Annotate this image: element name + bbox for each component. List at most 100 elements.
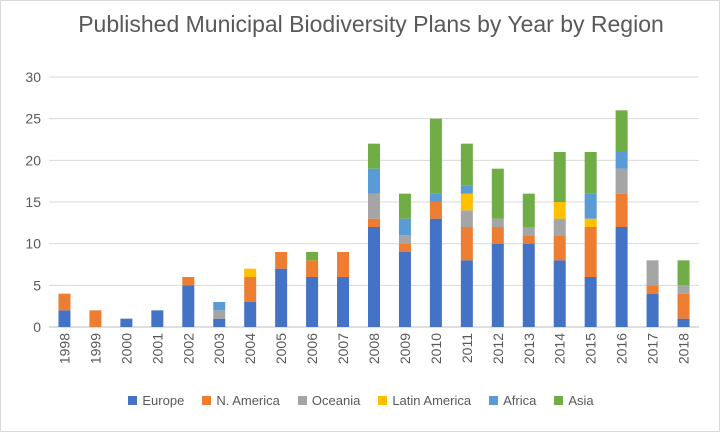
y-tick-label: 25	[25, 111, 41, 127]
bar-asia-2016	[615, 110, 628, 152]
legend-label: N. America	[216, 393, 280, 408]
bar-europe-2001	[151, 310, 164, 327]
bar-asia-2012	[491, 168, 504, 219]
bar-n-america-2011	[460, 227, 473, 261]
legend-swatch	[297, 396, 307, 405]
legend-swatch	[128, 396, 138, 405]
bar-africa-2008	[368, 168, 380, 194]
bar-oceania-2003	[213, 310, 226, 319]
legend-item: Europe	[128, 393, 184, 408]
bar-europe-2006	[306, 277, 319, 327]
bar-asia-2008	[368, 143, 380, 169]
bar-africa-2016	[615, 152, 628, 169]
bar-africa-2009	[398, 218, 411, 236]
bar-n-america-2012	[491, 227, 504, 244]
bar-oceania-2011	[460, 210, 473, 227]
bar-europe-2004	[244, 302, 257, 327]
bar-oceania-2017	[646, 260, 659, 286]
bar-europe-2009	[398, 252, 411, 327]
bar-n-america-2007	[337, 252, 350, 277]
x-tick-label: 2007	[335, 333, 351, 364]
bar-n-america-2016	[615, 193, 628, 227]
legend-label: Asia	[568, 393, 594, 408]
bar-europe-2018	[677, 318, 690, 327]
bar-n-america-2013	[522, 235, 535, 244]
bar-latin-america-2014	[553, 202, 566, 219]
legend-label: Latin America	[392, 393, 472, 408]
bar-latin-america-2011	[460, 193, 473, 211]
bar-asia-2014	[553, 152, 566, 202]
y-tick-label: 20	[25, 152, 41, 168]
legend-swatch	[489, 396, 499, 405]
bar-europe-2011	[460, 260, 473, 327]
bar-africa-2003	[213, 302, 226, 311]
x-tick-label: 2002	[180, 333, 196, 364]
bar-europe-2013	[522, 243, 535, 327]
bar-asia-2013	[522, 193, 535, 227]
y-tick-label: 30	[25, 69, 41, 85]
bar-oceania-2012	[491, 218, 504, 227]
bar-oceania-2014	[553, 218, 566, 236]
bar-asia-2006	[306, 252, 319, 261]
legend-label: Oceania	[311, 393, 361, 408]
x-tick-label: 2017	[645, 333, 661, 364]
bar-n-america-1998	[58, 293, 71, 311]
chart-legend: Europe N. America Oceania Latin America Afri…	[1, 393, 721, 408]
legend-label: Europe	[142, 393, 185, 408]
x-tick-label: 2014	[552, 333, 568, 364]
bar-africa-2011	[460, 185, 473, 194]
x-tick-label: 2003	[211, 333, 227, 364]
x-tick-label: 2016	[614, 333, 630, 364]
bar-africa-2015	[584, 193, 597, 219]
bar-n-america-2014	[553, 235, 566, 261]
bar-europe-2015	[584, 277, 597, 327]
x-tick-label: 2008	[366, 333, 382, 364]
bar-europe-2000	[120, 318, 133, 327]
bar-n-america-2008	[368, 218, 380, 227]
bar-europe-2007	[337, 277, 350, 327]
legend-item: N. America	[202, 393, 280, 408]
bar-n-america-2010	[429, 202, 442, 219]
legend-item: Africa	[489, 393, 536, 408]
bar-oceania-2008	[368, 193, 380, 219]
x-tick-label: 2010	[428, 333, 444, 364]
bar-europe-2010	[429, 218, 442, 327]
x-tick-label: 1999	[87, 333, 103, 364]
x-tick-label: 2001	[149, 333, 165, 364]
bar-latin-america-2015	[584, 218, 597, 227]
bar-europe-2008	[368, 227, 380, 327]
x-tick-label: 2006	[304, 333, 320, 364]
bar-europe-2014	[553, 260, 566, 327]
legend-label: Africa	[503, 393, 537, 408]
x-tick-label: 2004	[242, 333, 258, 364]
x-tick-label: 2012	[490, 333, 506, 364]
bar-n-america-2005	[275, 252, 288, 269]
y-tick-label: 15	[25, 194, 41, 210]
bar-n-america-2015	[584, 227, 597, 277]
bar-oceania-2016	[615, 168, 628, 194]
x-tick-label: 2005	[273, 333, 289, 364]
bar-asia-2010	[429, 118, 442, 194]
y-tick-label: 10	[25, 236, 41, 252]
bar-europe-2002	[182, 285, 195, 327]
x-tick-label: 2013	[521, 333, 537, 364]
legend-item: Asia	[554, 393, 594, 408]
bar-europe-2005	[275, 268, 288, 327]
legend-item: Oceania	[297, 393, 361, 408]
chart-title: Published Municipal Biodiversity Plans b…	[78, 11, 664, 37]
x-tick-label: 2009	[397, 333, 413, 364]
bar-n-america-2006	[306, 260, 319, 277]
bar-n-america-2004	[244, 277, 257, 302]
x-tick-label: 2011	[459, 333, 475, 363]
bar-n-america-2018	[677, 293, 690, 319]
y-tick-label: 0	[33, 319, 41, 335]
legend-swatch	[378, 396, 388, 405]
x-tick-label: 2018	[676, 333, 692, 364]
bar-europe-2012	[491, 243, 504, 327]
bar-n-america-1999	[89, 310, 102, 327]
legend-swatch	[554, 396, 564, 405]
bar-europe-2003	[213, 318, 226, 327]
bar-asia-2009	[398, 193, 411, 219]
